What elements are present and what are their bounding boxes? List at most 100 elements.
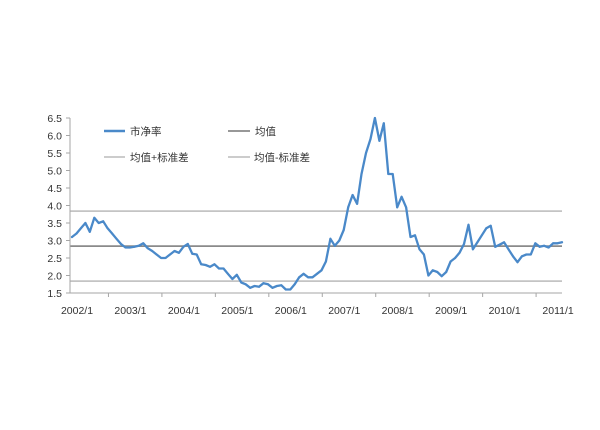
data-point <box>324 260 327 263</box>
data-point <box>311 276 314 279</box>
data-point <box>534 242 537 245</box>
x-tick-label: 2004/1 <box>168 305 200 317</box>
data-point <box>111 232 114 235</box>
legend-label-mean-plus-std: 均值+标准差 <box>130 151 189 164</box>
data-point <box>244 283 247 286</box>
data-point <box>365 152 367 154</box>
data-point <box>463 243 465 245</box>
legend-label-pb: 市净率 <box>130 125 162 138</box>
data-point <box>235 273 238 276</box>
data-point <box>507 248 510 251</box>
data-point <box>275 285 278 287</box>
data-point <box>418 248 421 251</box>
data-point <box>209 265 212 268</box>
data-point <box>151 250 154 252</box>
data-point <box>102 220 105 223</box>
data-point <box>458 251 461 254</box>
data-point <box>271 286 274 289</box>
data-point <box>97 222 100 224</box>
data-point <box>231 278 234 280</box>
data-point <box>293 283 296 286</box>
data-point <box>471 248 474 251</box>
data-point <box>115 237 118 240</box>
data-point <box>400 195 403 198</box>
data-point <box>360 173 363 175</box>
data-point <box>120 243 122 245</box>
data-point <box>449 260 452 263</box>
legend-label-mean-minus-std: 均值-标准差 <box>254 151 310 164</box>
data-point <box>316 272 318 275</box>
data-point <box>298 276 301 279</box>
legend-item-mean: 均值 <box>228 125 276 138</box>
y-tick-label: 6.5 <box>47 113 62 125</box>
data-point <box>240 281 243 284</box>
data-point <box>155 253 158 256</box>
x-tick-label: 2009/1 <box>435 305 467 317</box>
data-point <box>133 245 136 248</box>
data-point <box>480 234 483 237</box>
y-tick-label: 2.5 <box>47 253 62 265</box>
data-point <box>520 255 523 258</box>
data-point <box>338 239 341 242</box>
data-point <box>213 263 216 266</box>
data-point <box>137 244 140 247</box>
y-tick-label: 1.5 <box>47 288 62 300</box>
data-point <box>422 253 425 256</box>
data-point <box>333 244 336 247</box>
data-point <box>177 251 180 254</box>
data-point <box>529 253 532 256</box>
data-point <box>226 272 229 275</box>
data-point <box>351 194 354 196</box>
data-point <box>489 224 492 227</box>
data-point <box>525 253 528 256</box>
x-tick-label: 2010/1 <box>489 305 521 317</box>
y-tick-label: 3.0 <box>47 236 62 248</box>
data-point <box>409 236 412 238</box>
data-point <box>485 227 488 230</box>
data-point <box>164 257 167 259</box>
data-point <box>547 246 550 249</box>
data-point <box>427 274 430 277</box>
data-point <box>414 234 416 237</box>
data-point <box>186 243 189 245</box>
data-point <box>142 242 145 245</box>
data-point <box>369 138 372 140</box>
data-point <box>173 250 176 252</box>
data-point <box>280 284 283 287</box>
data-point <box>552 242 555 245</box>
x-tick-label: 2007/1 <box>328 305 360 317</box>
data-point <box>382 122 385 125</box>
reference-lines <box>70 210 562 283</box>
data-point <box>356 202 359 205</box>
data-point <box>124 246 127 249</box>
data-point <box>378 139 381 142</box>
data-point <box>84 222 87 224</box>
data-point <box>284 288 287 291</box>
data-point <box>561 241 563 244</box>
y-tick-label: 4.5 <box>47 183 62 195</box>
data-point <box>88 230 91 233</box>
y-tick-label: 2.0 <box>47 271 62 283</box>
x-tick-label: 2005/1 <box>221 305 253 317</box>
data-point <box>494 245 497 248</box>
axes-group: 1.5 2.0 2.5 3.0 3.5 4.0 4.5 5.0 5.5 6.0 6.5 2002/1 2… <box>47 113 574 317</box>
y-tick-label: 5.5 <box>47 148 62 160</box>
data-point <box>320 269 323 272</box>
legend: 市净率 均值 均值+标准差 均值-标准差 <box>104 125 310 164</box>
data-point <box>347 206 350 209</box>
series-group <box>70 116 564 291</box>
data-point <box>538 245 541 248</box>
y-tick-label: 5.0 <box>47 166 62 178</box>
data-point <box>440 275 443 278</box>
data-point <box>391 173 394 175</box>
data-point <box>396 206 399 209</box>
data-point <box>195 253 198 256</box>
data-point <box>267 283 269 286</box>
data-point <box>373 117 376 119</box>
data-point <box>258 285 261 288</box>
data-point <box>405 206 408 209</box>
data-point <box>106 227 109 230</box>
data-point <box>191 252 194 255</box>
